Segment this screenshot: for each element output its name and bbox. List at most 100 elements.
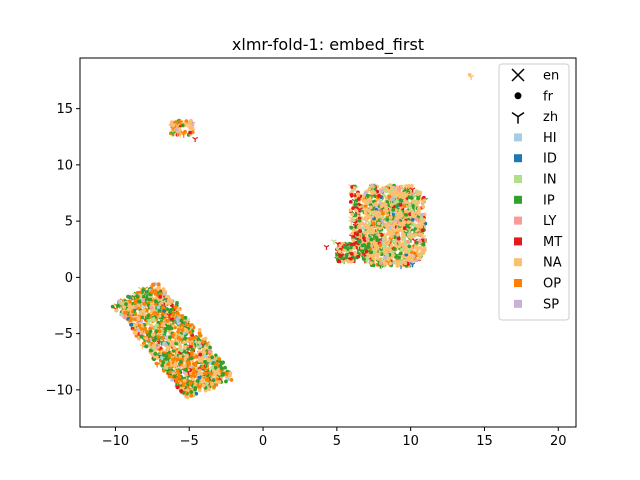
point-marker [187, 120, 194, 126]
point-marker [417, 232, 422, 237]
point-marker [356, 207, 363, 213]
point-marker [161, 287, 166, 292]
point-marker [377, 193, 381, 198]
point-marker [161, 322, 166, 327]
point-marker [175, 300, 179, 305]
point-marker [370, 233, 377, 239]
point-marker [171, 323, 176, 328]
point-marker [153, 325, 158, 330]
point-marker [352, 186, 357, 191]
point-marker [176, 335, 181, 340]
point-marker [402, 204, 407, 209]
point-marker [385, 253, 390, 257]
point-marker [391, 208, 396, 212]
legend-marker-fr [514, 92, 522, 100]
point-marker [388, 219, 393, 224]
point-marker [188, 330, 193, 335]
point-marker [183, 315, 188, 320]
point-marker [417, 256, 422, 261]
point-marker [177, 368, 184, 374]
point-marker [385, 232, 390, 236]
point-marker [353, 231, 357, 236]
point-marker [173, 361, 178, 366]
point-marker [403, 248, 407, 253]
point-marker [183, 129, 187, 134]
point-marker [421, 243, 426, 247]
point-marker [341, 248, 346, 253]
point-marker [358, 229, 362, 233]
point-marker [199, 358, 204, 362]
point-marker [386, 228, 391, 233]
point-marker [421, 205, 426, 209]
point-marker [389, 188, 394, 193]
point-marker [391, 224, 395, 229]
x-tick-label: 20 [550, 434, 567, 449]
point-marker [343, 245, 347, 249]
point-marker [139, 343, 146, 350]
point-marker [415, 195, 422, 201]
point-marker [210, 355, 215, 360]
point-marker [166, 362, 171, 367]
point-marker [393, 221, 398, 226]
point-marker [174, 341, 179, 346]
point-marker [403, 209, 408, 213]
point-marker [362, 257, 366, 261]
point-marker [200, 365, 205, 370]
point-marker [418, 251, 423, 256]
point-marker [374, 235, 379, 240]
point-marker [410, 217, 415, 222]
x-tick-label: −10 [102, 434, 129, 449]
point-marker [415, 248, 420, 253]
legend-label-SP: SP [543, 297, 559, 312]
point-marker [142, 302, 147, 306]
point-marker [156, 282, 161, 287]
point-marker [411, 204, 415, 209]
point-marker [192, 335, 197, 340]
point-marker [362, 243, 366, 247]
point-marker [351, 198, 358, 204]
point-marker [221, 360, 225, 365]
point-marker [385, 217, 390, 222]
point-marker [188, 130, 192, 135]
point-marker [138, 290, 142, 295]
point-marker [362, 230, 367, 235]
point-marker [414, 243, 420, 249]
point-marker [157, 309, 162, 313]
point-marker [188, 381, 193, 386]
point-marker [170, 319, 176, 325]
point-marker [164, 357, 168, 361]
point-marker [398, 202, 403, 207]
legend-box [498, 63, 570, 321]
point-marker [350, 212, 355, 217]
point-marker [145, 297, 149, 301]
point-marker [409, 235, 414, 240]
point-marker [383, 203, 387, 208]
point-marker [353, 203, 358, 207]
point-marker [170, 126, 177, 132]
point-marker [409, 195, 414, 200]
point-marker [134, 333, 139, 338]
point-marker [153, 299, 158, 304]
point-marker [208, 345, 212, 350]
point-marker [372, 191, 377, 195]
point-marker [217, 380, 222, 385]
legend-label-MT: MT [543, 235, 562, 250]
point-marker [383, 261, 387, 266]
point-marker [178, 360, 183, 364]
point-marker [403, 198, 407, 203]
point-marker [144, 336, 149, 341]
point-marker [394, 189, 398, 194]
point-marker [415, 203, 419, 207]
point-marker [139, 334, 144, 339]
point-marker [408, 208, 413, 213]
point-marker [410, 212, 415, 217]
point-marker [182, 340, 187, 345]
point-marker [198, 344, 203, 348]
point-marker [198, 352, 203, 357]
point-marker [217, 357, 222, 361]
point-marker [412, 223, 416, 228]
point-marker [164, 369, 171, 375]
point-marker [389, 203, 394, 207]
point-marker [162, 368, 166, 373]
point-marker [357, 218, 362, 223]
